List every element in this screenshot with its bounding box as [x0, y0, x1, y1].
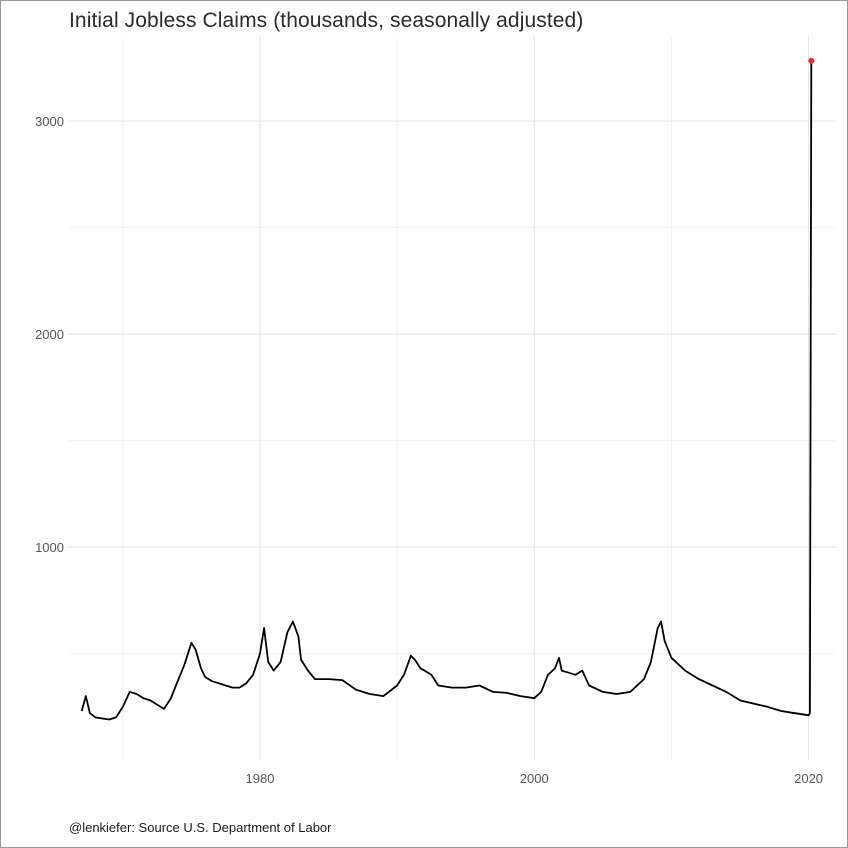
x-tick-label: 1980 — [246, 771, 275, 786]
y-axis-ticks: 1000 2000 3000 — [35, 114, 64, 555]
highlight-group — [808, 57, 815, 64]
chart-title: Initial Jobless Claims (thousands, seaso… — [69, 9, 584, 32]
y-tick-label: 1000 — [35, 540, 64, 555]
x-axis-ticks: 1980 2000 2020 — [246, 771, 823, 786]
source-caption: @lenkiefer: Source U.S. Department of La… — [69, 820, 332, 835]
claims-series-line — [80, 60, 813, 721]
y-tick-label: 2000 — [35, 327, 64, 342]
x-tick-label: 2020 — [794, 771, 823, 786]
x-tick-label: 2000 — [520, 771, 549, 786]
series-group — [80, 60, 813, 721]
y-tick-label: 3000 — [35, 114, 64, 129]
latest-value-point — [808, 57, 815, 64]
gridlines — [68, 36, 836, 760]
